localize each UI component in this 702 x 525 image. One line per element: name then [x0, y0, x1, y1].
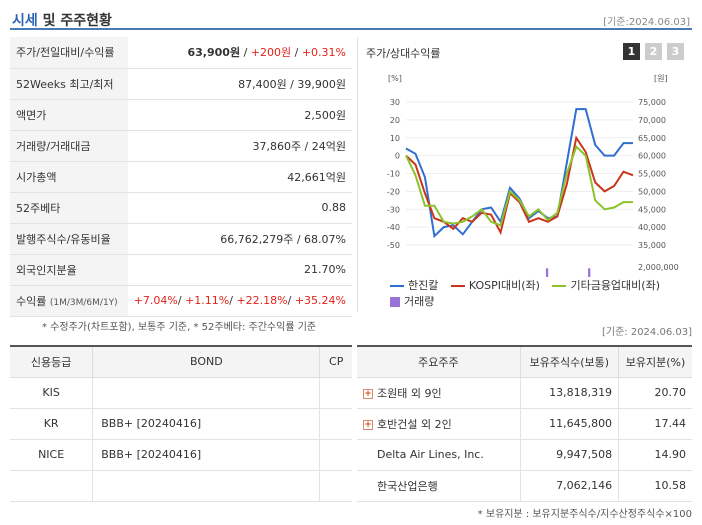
- legend-item-kospi: KOSPI대비(좌): [450, 278, 540, 294]
- par-label: 액면가: [10, 99, 128, 131]
- expand-plus-icon[interactable]: +: [363, 388, 373, 399]
- chart-legend: 한진칼 KOSPI대비(좌) 기타금융업대비(좌) 거래량: [390, 278, 690, 310]
- chart-panel: 주가/상대수익률 1 2 3 [%] [원] 30 20 10 0 -10 -20 -30 -40…: [357, 37, 692, 312]
- quote-table: 주가/전일대비/수익률 63,900원 / +200원 / +0.31% 52W…: [10, 37, 352, 317]
- table-row: 수익률 (1M/3M/6M/1Y) +7.04%/ +1.11%/ +22.18…: [10, 285, 352, 317]
- table-row: + 호반건설 외 2인 11,645,800 17.44: [357, 408, 692, 440]
- y-left-tick-label: -40: [387, 223, 400, 232]
- table-row: 거래량/거래대금 37,860주 / 24억원: [10, 130, 352, 162]
- major-shareholders-table: 주요주주 보유주식수(보통) 보유지분(%) + 조원태 외 9인 13,818,…: [357, 345, 692, 502]
- volume-tick-label: 2,000,000: [638, 263, 679, 272]
- return-value: +7.04%/ +1.11%/ +22.18%/ +35.24%: [127, 285, 352, 317]
- table-row: [10, 470, 352, 502]
- y-right-tick-label: 55,000: [638, 170, 666, 179]
- series-line-0: [405, 108, 633, 239]
- y-right-tick-label: 65,000: [638, 134, 666, 143]
- table-row: 외국인지분율 21.70%: [10, 254, 352, 286]
- section-header: 시세 및 주주현황 [기준:2024.06.03]: [10, 8, 692, 30]
- chart-page-3-button[interactable]: 3: [667, 43, 684, 60]
- table-row: 52주베타 0.88: [10, 192, 352, 224]
- table-row: NICE BBB+ [20240416]: [10, 439, 352, 471]
- y-right-tick-label: 35,000: [638, 241, 666, 250]
- holder-name: 한국산업은행: [357, 470, 521, 502]
- series-line-2: [405, 144, 633, 227]
- credit-header-bond: BOND: [92, 346, 320, 378]
- holders-footnote: * 보유지분 : 보유지분주식수/지수산정주식수×100: [477, 509, 692, 520]
- holder-name: + 호반건설 외 2인: [357, 408, 521, 440]
- credit-rating-table: 신용등급 BOND CP KIS KR BBB+ [20240416] NICE…: [10, 345, 352, 502]
- return-label: 수익률 (1M/3M/6M/1Y): [10, 285, 128, 317]
- shares-label: 발행주식수/유동비율: [10, 223, 128, 255]
- y-left-tick-label: 10: [390, 134, 400, 143]
- y-right-tick-label: 70,000: [638, 116, 666, 125]
- relative-return-chart: [%] [원] 30 20 10 0 -10 -20 -30 -40 -50 75,000 70,000…: [387, 74, 679, 277]
- volume-value: 37,860주 / 24억원: [127, 130, 352, 162]
- holders-header-name: 주요주주: [357, 346, 521, 378]
- table-row: 52Weeks 최고/최저 87,400원 / 39,900원: [10, 68, 352, 100]
- mcap-value: 42,661억원: [127, 161, 352, 193]
- wk52-label: 52Weeks 최고/최저: [10, 68, 128, 100]
- holder-name: + 조원태 외 9인: [357, 377, 521, 409]
- table-row: 주가/전일대비/수익률 63,900원 / +200원 / +0.31%: [10, 37, 352, 69]
- section-title: 시세 및 주주현황: [12, 13, 112, 29]
- holder-name: Delta Air Lines, Inc.: [357, 439, 521, 471]
- price-value: 63,900원 / +200원 / +0.31%: [127, 37, 352, 69]
- y-right-tick-label: 45,000: [638, 205, 666, 214]
- credit-header-cp: CP: [319, 346, 352, 378]
- left-unit-label: [%]: [388, 74, 402, 83]
- legend-item-other: 기타금융업대비(좌): [552, 278, 660, 294]
- table-row: 한국산업은행 7,062,146 10.58: [357, 470, 692, 502]
- price-label: 주가/전일대비/수익률: [10, 37, 128, 69]
- volume-bar: [545, 268, 549, 277]
- table-row: 시가총액 42,661억원: [10, 161, 352, 193]
- volume-label: 거래량/거래대금: [10, 130, 128, 162]
- y-left-tick-label: -50: [387, 241, 400, 250]
- y-right-tick-label: 60,000: [638, 152, 666, 161]
- chart-pager: 1 2 3: [623, 43, 684, 60]
- right-unit-label: [원]: [654, 74, 668, 83]
- reference-date: [기준:2024.06.03]: [603, 17, 690, 28]
- beta-label: 52주베타: [10, 192, 128, 224]
- mcap-label: 시가총액: [10, 161, 128, 193]
- y-right-tick-label: 75,000: [638, 98, 666, 107]
- holders-reference-date: [기준: 2024.06.03]: [601, 327, 692, 338]
- table-row: Delta Air Lines, Inc. 9,947,508 14.90: [357, 439, 692, 471]
- table-row: KIS: [10, 377, 352, 409]
- chart-page-1-button[interactable]: 1: [623, 43, 640, 60]
- par-value: 2,500원: [127, 99, 352, 131]
- shares-value: 66,762,279주 / 68.07%: [127, 223, 352, 255]
- y-left-tick-label: 0: [395, 152, 400, 161]
- y-left-tick-label: 20: [390, 116, 400, 125]
- credit-header-agency: 신용등급: [10, 346, 93, 378]
- holders-header-shares: 보유주식수(보통): [519, 346, 619, 378]
- volume-bar: [588, 268, 591, 277]
- y-left-tick-label: -10: [387, 170, 400, 179]
- legend-item-hanjin: 한진칼: [390, 278, 438, 294]
- chart-page-2-button[interactable]: 2: [645, 43, 662, 60]
- quote-footnote: * 수정주가(차트포함), 보통주 기준, * 52주베타: 주간수익률 기준: [42, 322, 317, 333]
- table-row: + 조원태 외 9인 13,818,319 20.70: [357, 377, 692, 409]
- beta-value: 0.88: [127, 192, 352, 224]
- y-left-tick-label: 30: [390, 98, 400, 107]
- y-left-tick-label: -30: [387, 205, 400, 214]
- legend-item-volume: 거래량: [390, 294, 434, 310]
- y-right-tick-label: 40,000: [638, 223, 666, 232]
- foreign-value: 21.70%: [127, 254, 352, 286]
- table-row: KR BBB+ [20240416]: [10, 408, 352, 440]
- chart-title: 주가/상대수익률: [366, 47, 441, 60]
- y-left-tick-label: -20: [387, 187, 400, 196]
- wk52-value: 87,400원 / 39,900원: [127, 68, 352, 100]
- holders-header-pct: 보유지분(%): [618, 346, 692, 378]
- series-line-1: [405, 135, 634, 236]
- foreign-label: 외국인지분율: [10, 254, 128, 286]
- table-row: 액면가 2,500원: [10, 99, 352, 131]
- expand-plus-icon[interactable]: +: [363, 419, 373, 430]
- table-row: 발행주식수/유동비율 66,762,279주 / 68.07%: [10, 223, 352, 255]
- y-right-tick-label: 50,000: [638, 187, 666, 196]
